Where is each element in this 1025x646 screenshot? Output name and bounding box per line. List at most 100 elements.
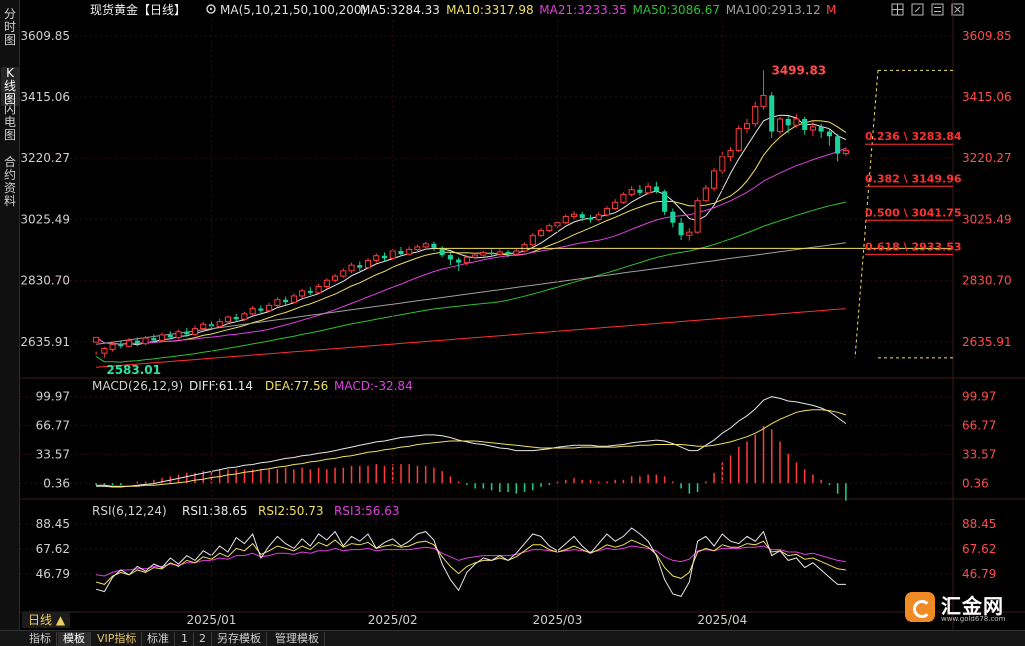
candle-body xyxy=(620,193,627,203)
low-annotation: 2583.01 xyxy=(106,363,161,377)
ma10-line xyxy=(95,120,847,345)
candle-body xyxy=(200,323,207,330)
candle-body xyxy=(694,200,701,233)
toolbar-item-7[interactable]: 管理模板 xyxy=(270,632,325,646)
candle-body xyxy=(167,334,173,338)
candle-body xyxy=(373,255,380,261)
candle-body xyxy=(662,191,668,212)
ma-params: MA(5,10,21,50,100,200) xyxy=(220,3,366,17)
grid-settings-icon[interactable] xyxy=(891,3,904,16)
rsi-legend: RSI(6,12,24) RSI1:38.65 RSI2:50.73 RSI3:56.… xyxy=(92,504,400,518)
candle-body xyxy=(142,337,149,345)
x-tick-label: 2025/02 xyxy=(368,613,418,627)
candle-body xyxy=(118,344,124,347)
candle-body xyxy=(456,259,462,263)
candle-body xyxy=(422,243,429,248)
expand-icon[interactable] xyxy=(911,3,924,16)
candle-body xyxy=(389,250,396,259)
candle-body xyxy=(93,336,100,343)
price-tick-left: 2635.91 xyxy=(20,335,70,349)
toolbar-item-1[interactable]: 模板 xyxy=(58,632,91,646)
moving-averages xyxy=(95,114,847,368)
sidebar-tab-3[interactable]: 合约资料 xyxy=(1,156,19,208)
candle-body xyxy=(686,231,693,236)
price-tick-right: 3609.85 xyxy=(962,29,1012,43)
price-tick-right: 2635.91 xyxy=(962,335,1012,349)
candle-body xyxy=(480,252,487,256)
candle-body xyxy=(332,275,339,281)
fib-level-label: 0.382 \ 3149.96 xyxy=(865,172,962,185)
sidebar-tab-char: 图 xyxy=(3,128,16,142)
brand-url: www.gold678.com xyxy=(941,615,1006,623)
candle-body xyxy=(769,95,775,132)
candle-body xyxy=(258,308,264,311)
macd-legend-item: MACD:-32.84 xyxy=(334,379,413,393)
candle-body xyxy=(735,127,742,151)
toolbar-item-4[interactable]: 1 xyxy=(176,632,194,646)
candle-body xyxy=(802,119,808,130)
sidebar-tab-char: 合 xyxy=(3,155,16,169)
sidebar-tab-0[interactable]: 分时图 xyxy=(1,8,19,47)
rsi2-line xyxy=(95,539,846,585)
fib-level-label: 0.500 \ 3041.75 xyxy=(865,206,962,219)
price-tick-left: 3415.06 xyxy=(20,90,70,104)
toolbar-item-6[interactable]: 另存模板 xyxy=(212,632,267,646)
candle-body xyxy=(513,250,520,255)
price-tick-right: 3415.06 xyxy=(962,90,1012,104)
candle-body xyxy=(191,328,199,335)
price-tick-right: 2830.70 xyxy=(962,274,1012,288)
sidebar-tab-char: K xyxy=(6,66,14,80)
toolbar-item-0[interactable]: 指标 xyxy=(24,632,57,646)
candle-body xyxy=(785,119,791,126)
ma200-line xyxy=(96,308,846,368)
rsi-tick-left: 88.45 xyxy=(36,517,70,531)
candle-body xyxy=(274,299,281,306)
rsi-legend-item: RSI1:38.65 xyxy=(182,504,248,518)
candle-body xyxy=(579,214,585,218)
candle-body xyxy=(439,247,445,256)
x-tick-label: 2025/04 xyxy=(697,613,747,627)
candle-body xyxy=(398,251,404,255)
toolbar-item-2[interactable]: VIP指标 xyxy=(92,632,143,646)
candle-body xyxy=(299,290,306,297)
candle-body xyxy=(743,123,751,129)
candle-body xyxy=(702,187,709,202)
candle-body xyxy=(809,126,816,131)
candle-body xyxy=(364,259,372,269)
close-icon[interactable] xyxy=(951,3,964,16)
toolbar-item-5[interactable]: 2 xyxy=(194,632,212,646)
period-selector[interactable]: 日线 ▲ xyxy=(22,612,70,628)
sidebar-tab-char: 分 xyxy=(3,7,16,21)
candle-body xyxy=(818,126,824,132)
rsi-tick-right: 67.62 xyxy=(962,542,996,556)
ma100-line xyxy=(96,242,846,345)
candle-body xyxy=(233,317,239,320)
candle-body xyxy=(340,270,347,277)
rsi-lines xyxy=(95,527,846,597)
price-tick-left: 2830.70 xyxy=(20,274,70,288)
candle-body xyxy=(101,347,108,354)
period-arrow-icon: ▲ xyxy=(55,613,66,627)
candle-body xyxy=(562,215,569,224)
x-axis: 2025/01 2025/02 2025/03 2025/04 xyxy=(187,20,747,627)
x-tick-label: 2025/03 xyxy=(533,613,583,627)
candle-body xyxy=(612,201,619,210)
candle-body xyxy=(496,251,503,255)
chart-area[interactable]: 现货黄金【日线】 MA(5,10,21,50,100,200) MA5:3284… xyxy=(20,0,1025,630)
toolbar-item-3[interactable]: 标准 xyxy=(142,632,175,646)
gear-icon[interactable] xyxy=(206,4,216,14)
ma-legend-item: MA21:3233.35 xyxy=(539,3,627,17)
candle-body xyxy=(603,208,610,216)
rsi-grid: 88.45 88.45 67.62 67.62 46.79 46.79 xyxy=(20,517,996,581)
list-icon[interactable] xyxy=(931,3,944,16)
candle-body xyxy=(719,156,726,172)
macd-legend: MACD(26,12,9) DIFF:61.14 DEA:77.56 MACD:-32… xyxy=(92,379,413,393)
candlesticks xyxy=(93,70,849,358)
sidebar-tab-2[interactable]: 闪电图 xyxy=(1,103,19,142)
candle-body xyxy=(546,225,553,232)
candle-body xyxy=(587,218,594,220)
rsi-legend-item: RSI3:56.63 xyxy=(334,504,400,518)
macd-tick-left: 66.77 xyxy=(36,419,70,433)
